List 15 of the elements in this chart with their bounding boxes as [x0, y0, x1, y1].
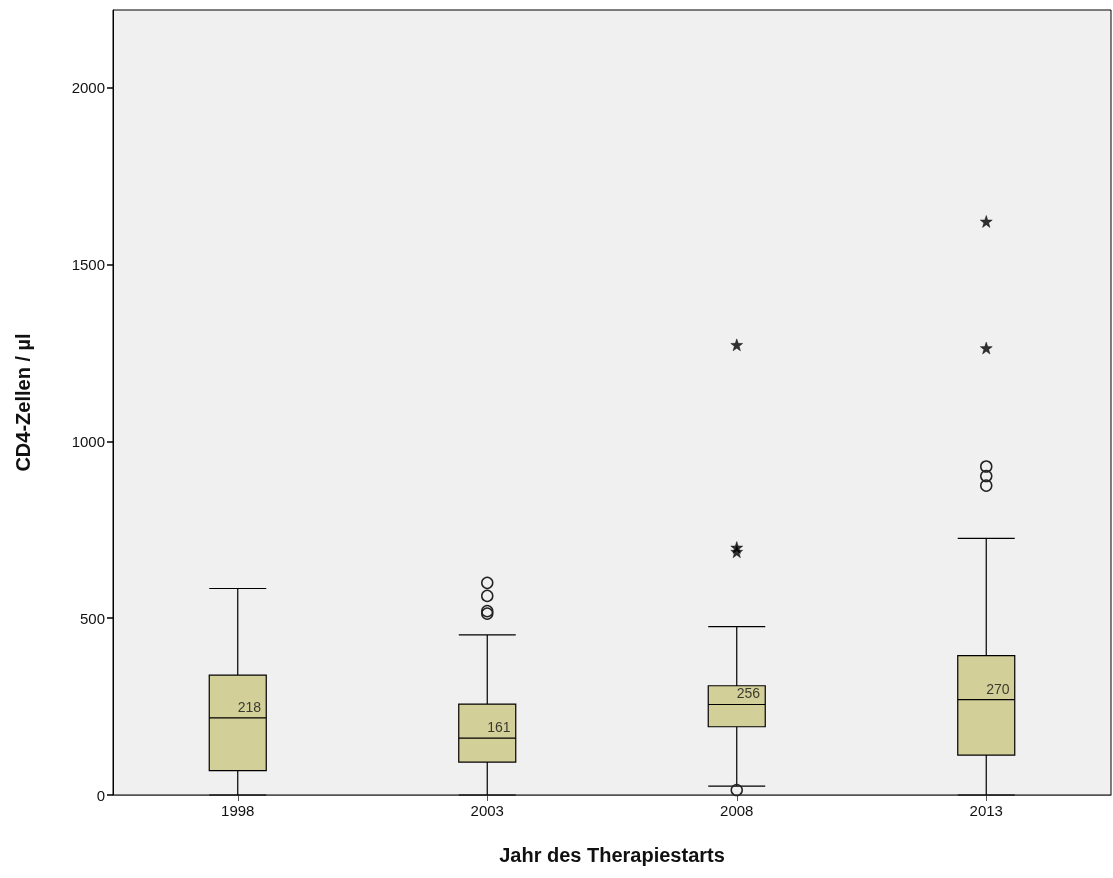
text: 161 — [487, 719, 511, 736]
x-tick-label: 2003 — [470, 802, 504, 819]
x-axis-title: Jahr des Therapiestarts — [499, 844, 725, 866]
text: 218 — [237, 698, 262, 715]
x-tick-label: 2013 — [969, 802, 1003, 819]
y-tick-label: 2000 — [71, 79, 105, 97]
y-axis-title: CD4-Zellen / µl — [12, 333, 34, 472]
x-tick-label: 2008 — [720, 802, 754, 819]
text: 270 — [986, 680, 1010, 697]
x-tick-label: 1998 — [221, 802, 255, 819]
y-tick-label: 500 — [79, 609, 105, 627]
y-tick-label: 1500 — [71, 256, 105, 274]
text: 256 — [736, 685, 761, 702]
y-tick-label: 1000 — [71, 432, 105, 450]
y-tick-label: 0 — [96, 786, 105, 804]
